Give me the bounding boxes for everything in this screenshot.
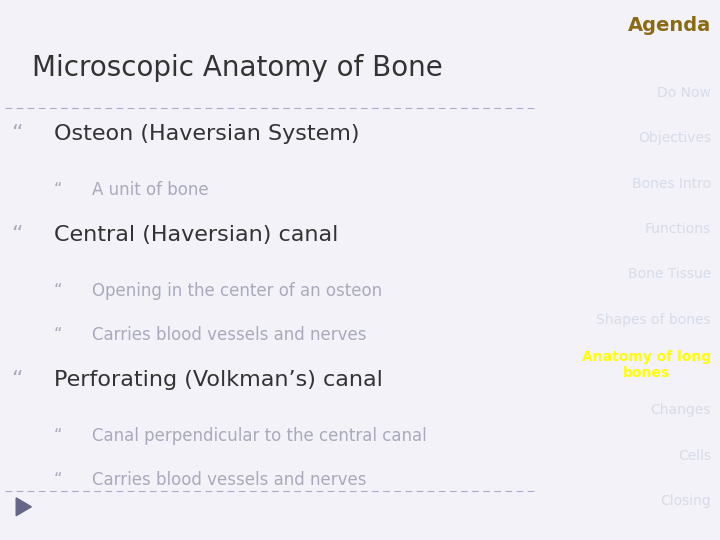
Text: Shapes of bones: Shapes of bones — [596, 313, 711, 327]
Text: “: “ — [54, 181, 63, 199]
Text: Perforating (Volkman’s) canal: Perforating (Volkman’s) canal — [54, 370, 383, 390]
Text: “: “ — [54, 282, 63, 300]
Text: Functions: Functions — [645, 222, 711, 236]
Text: Closing: Closing — [660, 494, 711, 508]
Text: A unit of bone: A unit of bone — [92, 181, 208, 199]
Text: “: “ — [54, 427, 63, 445]
Text: “: “ — [11, 225, 22, 245]
Text: “: “ — [11, 124, 22, 144]
Text: Anatomy of long
bones: Anatomy of long bones — [582, 350, 711, 380]
Text: Carries blood vessels and nerves: Carries blood vessels and nerves — [92, 471, 366, 489]
Text: “: “ — [54, 471, 63, 489]
Text: Cells: Cells — [678, 449, 711, 463]
Polygon shape — [16, 498, 32, 516]
Text: “: “ — [54, 326, 63, 344]
Text: Agenda: Agenda — [628, 16, 711, 35]
Text: Do Now: Do Now — [657, 86, 711, 100]
Text: Canal perpendicular to the central canal: Canal perpendicular to the central canal — [92, 427, 426, 445]
Text: “: “ — [11, 370, 22, 390]
Text: Microscopic Anatomy of Bone: Microscopic Anatomy of Bone — [32, 54, 443, 82]
Text: Bones Intro: Bones Intro — [632, 177, 711, 191]
Text: Carries blood vessels and nerves: Carries blood vessels and nerves — [92, 326, 366, 344]
Text: Changes: Changes — [651, 403, 711, 417]
Text: Osteon (Haversian System): Osteon (Haversian System) — [54, 124, 359, 144]
Text: Objectives: Objectives — [638, 131, 711, 145]
Text: Opening in the center of an osteon: Opening in the center of an osteon — [92, 282, 382, 300]
Text: Bone Tissue: Bone Tissue — [628, 267, 711, 281]
Text: Central (Haversian) canal: Central (Haversian) canal — [54, 225, 338, 245]
